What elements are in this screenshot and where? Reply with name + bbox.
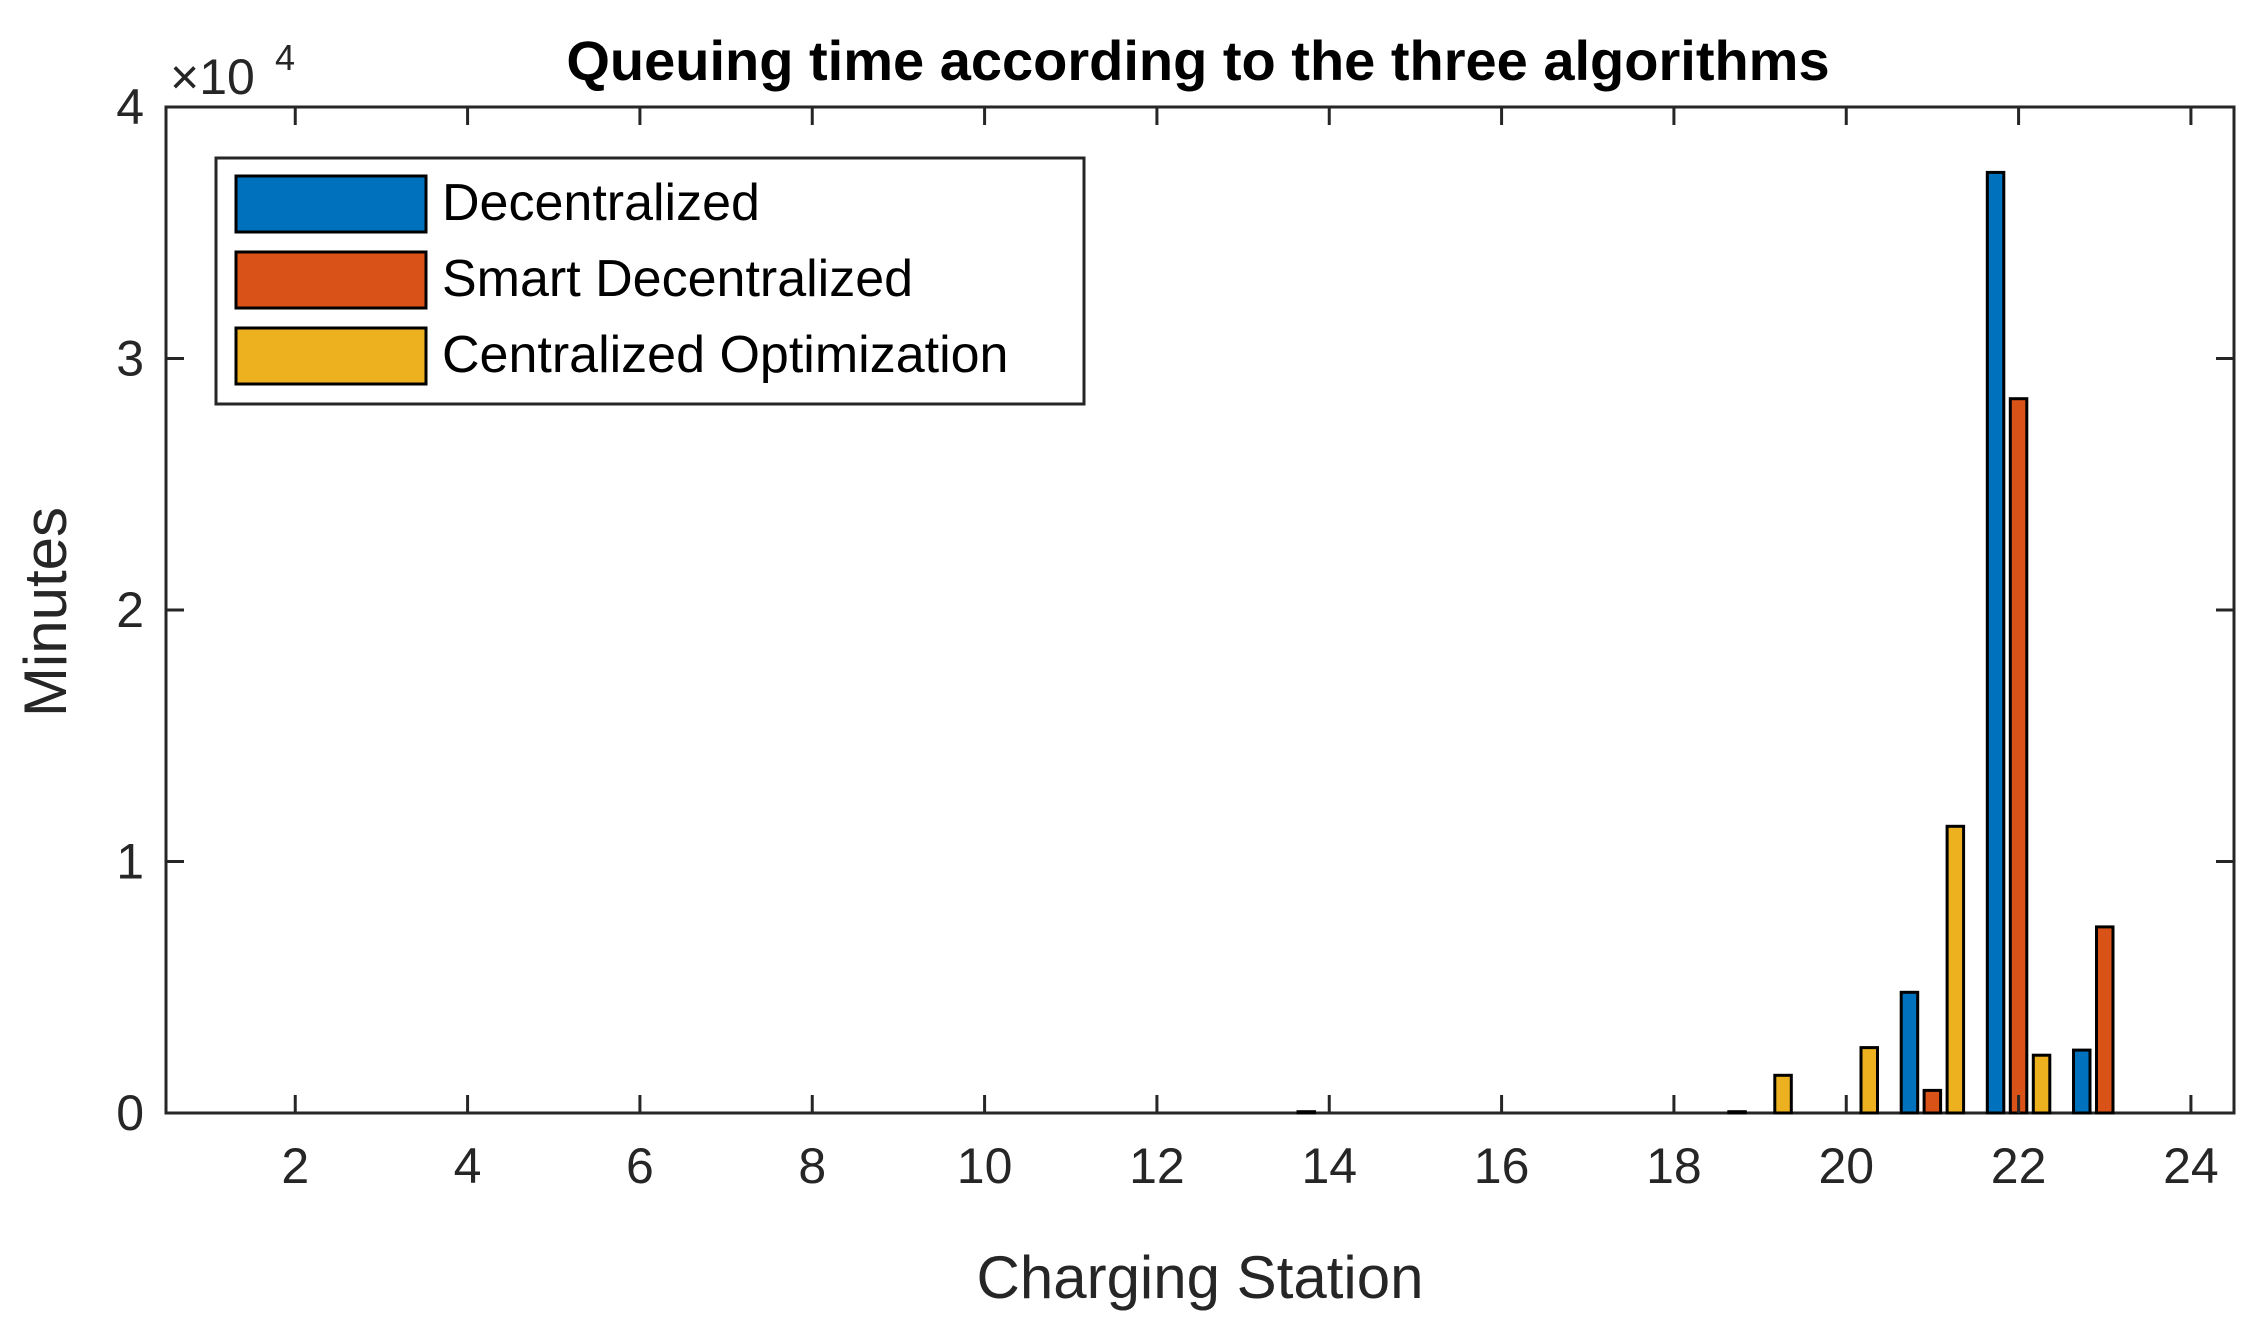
bar-decentralized-14 xyxy=(1296,1110,1316,1115)
x-tick-label: 4 xyxy=(454,1138,482,1194)
legend-label: Centralized Optimization xyxy=(442,326,1008,384)
legend-item: Centralized Optimization xyxy=(234,326,1008,386)
y-tick-label: 3 xyxy=(116,331,144,387)
x-tick-label: 24 xyxy=(2163,1138,2219,1194)
x-tick-label: 10 xyxy=(957,1138,1013,1194)
y-tick-label: 0 xyxy=(116,1085,144,1141)
legend-items: Decentralized Smart Decentralized Centrali… xyxy=(234,174,1008,386)
x-axis-ticks: 2 4 6 8 10 12 14 16 18 20 22 24 xyxy=(281,107,2219,1194)
legend-swatch xyxy=(234,250,428,310)
bar-centralized-optimization-22 xyxy=(2031,1053,2052,1115)
x-tick-label: 22 xyxy=(1991,1138,2047,1194)
bar-centralized-optimization-19 xyxy=(1773,1073,1793,1115)
y-tick-label: 2 xyxy=(116,582,144,638)
legend-swatch xyxy=(234,174,428,234)
bar-centralized-optimization-21 xyxy=(1945,824,1966,1115)
x-tick-label: 20 xyxy=(1818,1138,1874,1194)
bar-smart-decentralized-23 xyxy=(2095,925,2115,1115)
y-multiplier: ×10 4 xyxy=(170,37,295,105)
y-axis-ticks: 0 1 2 3 4 xyxy=(116,79,2234,1141)
chart-title: Queuing time according to the three algo… xyxy=(566,29,1829,92)
legend-label: Smart Decentralized xyxy=(442,250,913,308)
legend-swatch xyxy=(234,326,428,386)
bar-decentralized-21 xyxy=(1899,990,1920,1115)
bar-centralized-optimization-20 xyxy=(1859,1046,1879,1115)
x-tick-label: 14 xyxy=(1301,1138,1357,1194)
x-tick-label: 12 xyxy=(1129,1138,1185,1194)
legend: Decentralized Smart Decentralized Centrali… xyxy=(214,156,1086,406)
y-multiplier-exponent: 4 xyxy=(275,37,295,78)
bar-decentralized-22 xyxy=(1985,170,2006,1115)
legend-item: Decentralized xyxy=(234,174,760,234)
y-tick-label: 4 xyxy=(116,79,144,135)
bar-smart-decentralized-21 xyxy=(1922,1088,1943,1115)
x-axis-label: Charging Station xyxy=(977,1244,1424,1311)
x-tick-label: 2 xyxy=(281,1138,309,1194)
bar-decentralized-19 xyxy=(1727,1110,1747,1115)
x-tick-label: 8 xyxy=(798,1138,826,1194)
bar-smart-decentralized-22 xyxy=(2008,397,2029,1115)
bar-decentralized-23 xyxy=(2072,1048,2092,1115)
y-axis-label: Minutes xyxy=(12,507,79,717)
y-multiplier-base: ×10 xyxy=(170,49,255,105)
legend-item: Smart Decentralized xyxy=(234,250,913,310)
y-tick-label: 1 xyxy=(116,834,144,890)
x-tick-label: 18 xyxy=(1646,1138,1702,1194)
x-tick-label: 6 xyxy=(626,1138,654,1194)
legend-label: Decentralized xyxy=(442,174,760,232)
x-tick-label: 16 xyxy=(1474,1138,1530,1194)
